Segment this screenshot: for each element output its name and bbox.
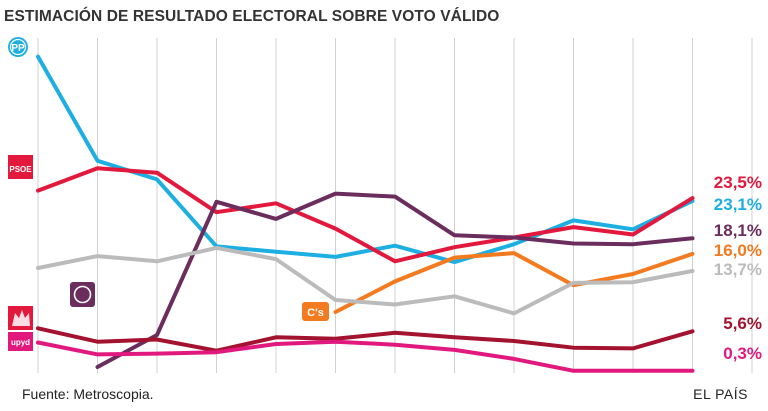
end-label-psoe: 23,5% [714, 173, 762, 192]
end-label-pp: 23,1% [714, 195, 762, 214]
party-logos: PP PSOE C's upyd [8, 37, 329, 351]
gridlines [37, 38, 753, 373]
pp-logo-icon: PP [8, 37, 28, 57]
iu-logo-icon [8, 306, 33, 330]
end-label-cs: 16,0% [714, 241, 762, 260]
series-line-pp [36, 54, 695, 265]
upyd-logo-icon: upyd [8, 332, 33, 351]
cs-logo-icon: C's [302, 302, 329, 321]
end-label-otros: 13,7% [714, 260, 762, 279]
svg-text:PP: PP [11, 43, 25, 54]
chart-title: ESTIMACIÓN DE RESULTADO ELECTORAL SOBRE … [4, 8, 500, 25]
series-line-podemos [95, 191, 695, 369]
series-lines [36, 54, 695, 373]
series-line-otros [36, 245, 695, 316]
end-label-podemos: 18,1% [714, 221, 762, 240]
svg-text:PSOE: PSOE [9, 165, 32, 174]
series-line-cs [333, 251, 695, 314]
psoe-logo-icon: PSOE [8, 155, 33, 179]
series-line-psoe [36, 166, 695, 264]
svg-text:C's: C's [307, 307, 324, 319]
series-line-upyd [36, 339, 695, 373]
end-label-upyd: 0,3% [723, 344, 762, 363]
podemos-logo-icon [70, 282, 95, 307]
brand-label: EL PAÍS [693, 386, 748, 402]
end-labels: 23,1% 23,5% 18,1%16,0%13,7% 5,6% 0,3% [714, 173, 762, 363]
source-note: Fuente: Metroscopia. [22, 386, 154, 402]
series-line-iu [36, 326, 695, 353]
end-label-iu: 5,6% [723, 314, 762, 333]
svg-text:upyd: upyd [11, 338, 30, 347]
